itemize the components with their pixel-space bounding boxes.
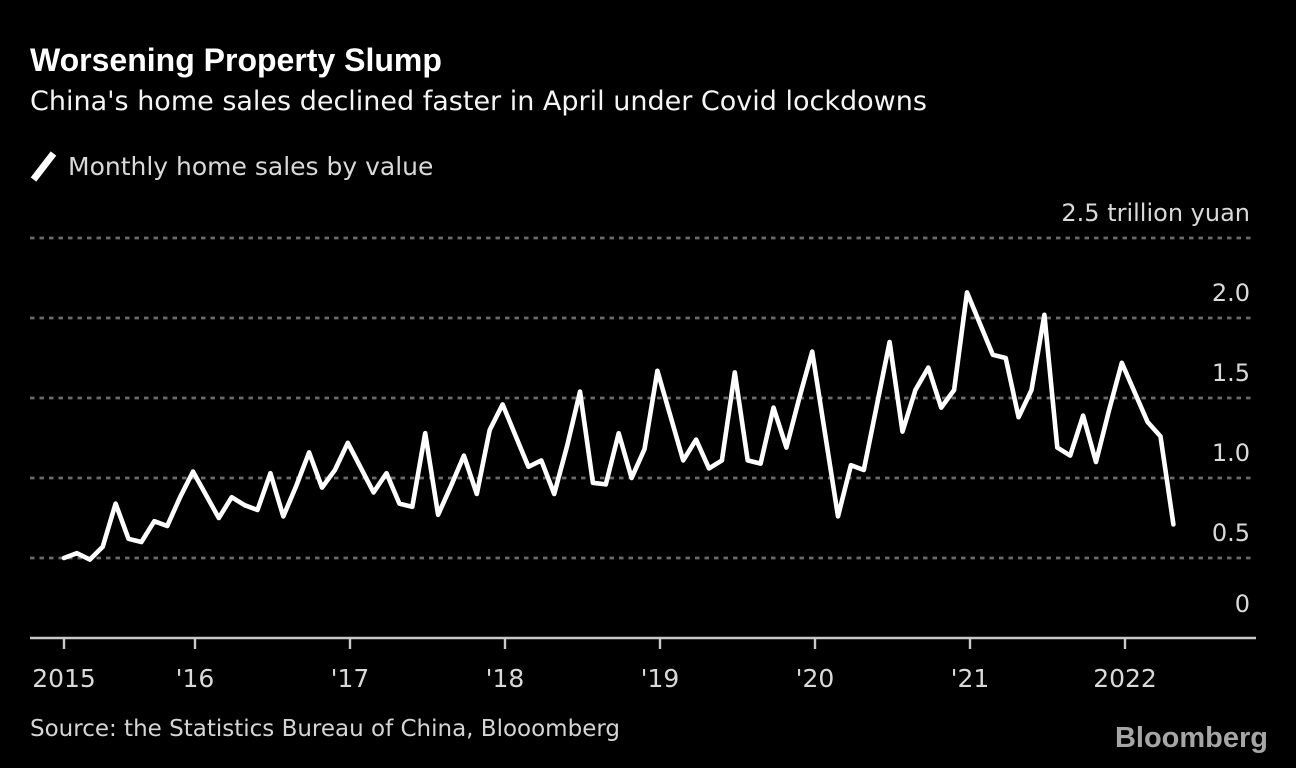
legend-label: Monthly home sales by value: [68, 152, 434, 181]
svg-text:'20: '20: [796, 664, 835, 693]
svg-text:2.0: 2.0: [1212, 279, 1250, 307]
legend: Monthly home sales by value: [30, 150, 433, 183]
svg-text:'16: '16: [176, 664, 215, 693]
page-title: Worsening Property Slump: [30, 42, 442, 78]
line-slash-icon: [30, 151, 57, 182]
x-axis-labels: 2015 '16 '17 '18 '19 '20 '21 2022: [32, 664, 1157, 693]
svg-text:'18: '18: [486, 664, 525, 693]
svg-text:'17: '17: [331, 664, 370, 693]
svg-text:1.5: 1.5: [1212, 359, 1250, 387]
chart-subtitle: China's home sales declined faster in Ap…: [30, 86, 927, 117]
bloomberg-logo: Bloomberg: [1114, 722, 1268, 754]
svg-text:0.5: 0.5: [1212, 519, 1250, 547]
svg-text:0: 0: [1235, 590, 1250, 618]
svg-text:'21: '21: [951, 664, 990, 693]
svg-text:2022: 2022: [1093, 664, 1157, 693]
svg-text:2.5 trillion yuan: 2.5 trillion yuan: [1061, 199, 1250, 227]
y-axis-labels: 2.5 trillion yuan 2.0 1.5 1.0 0.5 0: [1061, 199, 1250, 618]
svg-text:'19: '19: [641, 664, 680, 693]
svg-text:2015: 2015: [32, 664, 96, 693]
source-note: Source: the Statistics Bureau of China, …: [30, 716, 620, 742]
svg-text:1.0: 1.0: [1212, 439, 1250, 467]
home-sales-series-line: [61, 290, 1176, 562]
y-gridlines: [30, 236, 1252, 560]
x-axis: [30, 636, 1256, 649]
